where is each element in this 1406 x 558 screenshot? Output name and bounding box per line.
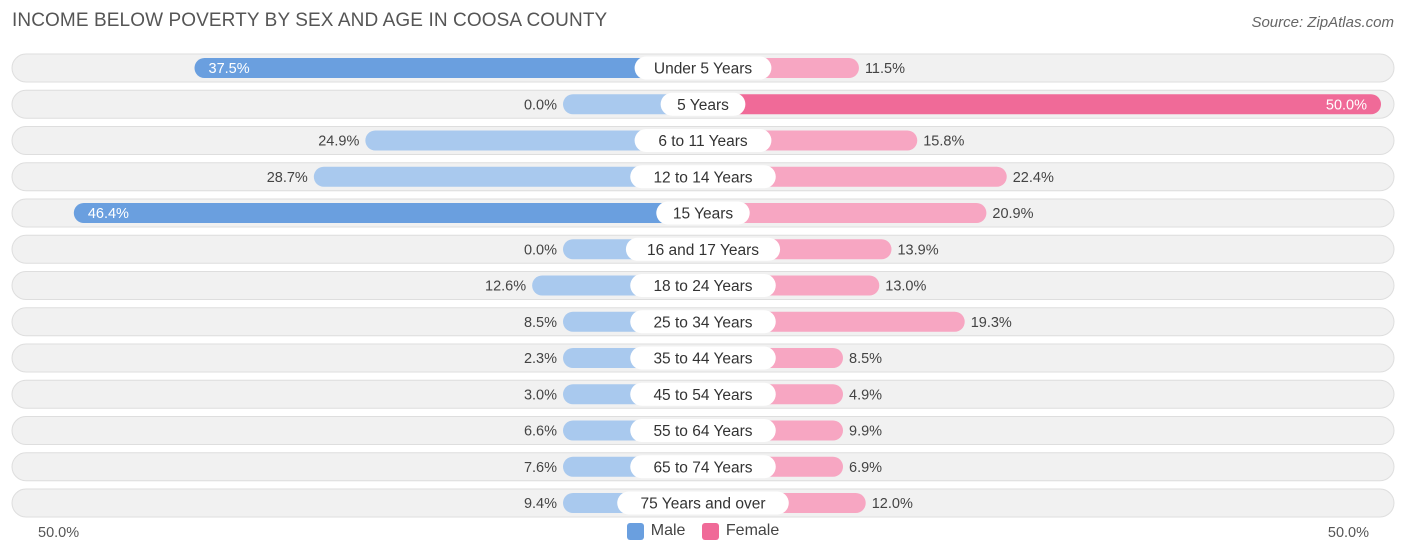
category-label-bg	[634, 56, 772, 80]
category-label-bg	[630, 382, 776, 406]
value-label-male: 37.5%	[209, 61, 250, 77]
category-label: 65 to 74 Years	[653, 459, 752, 476]
category-label: 55 to 64 Years	[653, 423, 752, 440]
legend-swatch-female	[701, 522, 719, 540]
category-label: 12 to 14 Years	[653, 169, 752, 186]
chart-title: INCOME BELOW POVERTY BY SEX AND AGE IN C…	[12, 10, 608, 31]
bar-chart: Under 5 Years 37.5% 11.5% 5 Years 0.0% 50.0% 6…	[11, 53, 1395, 518]
category-label-bg	[625, 237, 781, 261]
category-label-bg	[656, 201, 750, 225]
bar-female	[703, 203, 987, 223]
category-label-bg	[634, 129, 772, 152]
value-label-female: 15.8%	[923, 134, 964, 150]
category-label: 75 Years and over	[641, 496, 766, 513]
bar-male	[194, 58, 703, 78]
value-label-female: 6.9%	[849, 460, 882, 476]
bar-male	[365, 130, 703, 151]
value-label-female: 22.4%	[1013, 170, 1054, 186]
bar-male	[313, 166, 703, 187]
bar-female	[703, 166, 1007, 187]
value-label-male: 9.4%	[524, 496, 557, 512]
category-label: 45 to 54 Years	[653, 387, 752, 404]
value-label-female: 13.9%	[897, 242, 938, 258]
category-label: 35 to 44 Years	[653, 351, 752, 368]
category-label: 18 to 24 Years	[653, 278, 752, 295]
value-label-male: 6.6%	[524, 424, 557, 440]
value-label-male: 8.5%	[524, 315, 557, 331]
category-label: Under 5 Years	[654, 61, 752, 78]
category-label-bg	[660, 92, 746, 116]
bar-female	[703, 94, 1381, 115]
axis-left-label: 50.0%	[38, 525, 80, 541]
legend: Male Female	[0, 522, 1406, 545]
value-label-female: 13.0%	[885, 279, 926, 295]
category-label-bg	[630, 455, 776, 479]
value-label-male: 7.6%	[524, 460, 557, 476]
value-label-male: 12.6%	[485, 279, 526, 295]
category-label-bg	[630, 274, 776, 297]
value-label-male: 3.0%	[524, 387, 557, 403]
value-label-female: 50.0%	[1326, 97, 1367, 113]
legend-item-male: Male	[626, 522, 686, 540]
axis-right-label: 50.0%	[1327, 525, 1369, 541]
source-note: Source: ZipAtlas.com	[1251, 14, 1394, 31]
category-label: 5 Years	[677, 97, 729, 114]
category-label-bg	[630, 165, 776, 189]
value-label-female: 12.0%	[872, 496, 913, 512]
category-label: 16 and 17 Years	[647, 242, 759, 259]
legend-swatch-male	[626, 522, 644, 540]
bar-male	[73, 203, 704, 223]
value-label-female: 8.5%	[849, 351, 882, 367]
value-label-male: 2.3%	[524, 351, 557, 367]
legend-item-female: Female	[701, 522, 780, 540]
category-label-bg	[630, 310, 776, 334]
value-label-male: 0.0%	[524, 242, 557, 258]
category-label: 6 to 11 Years	[658, 133, 748, 150]
value-label-female: 20.9%	[992, 206, 1033, 222]
value-label-male: 46.4%	[88, 206, 129, 222]
value-label-male: 0.0%	[524, 97, 557, 113]
value-label-male: 28.7%	[267, 170, 308, 186]
category-label-bg	[617, 491, 789, 515]
value-label-female: 19.3%	[971, 315, 1012, 331]
category-label: 25 to 34 Years	[653, 314, 752, 331]
value-label-female: 9.9%	[849, 424, 882, 440]
value-label-male: 24.9%	[318, 134, 359, 150]
value-label-female: 11.5%	[865, 61, 905, 77]
value-label-female: 4.9%	[849, 387, 882, 403]
category-label-bg	[630, 419, 776, 442]
legend-label-female: Female	[725, 522, 780, 539]
category-label-bg	[630, 346, 776, 370]
category-label: 15 Years	[673, 206, 734, 223]
legend-label-male: Male	[650, 522, 686, 539]
